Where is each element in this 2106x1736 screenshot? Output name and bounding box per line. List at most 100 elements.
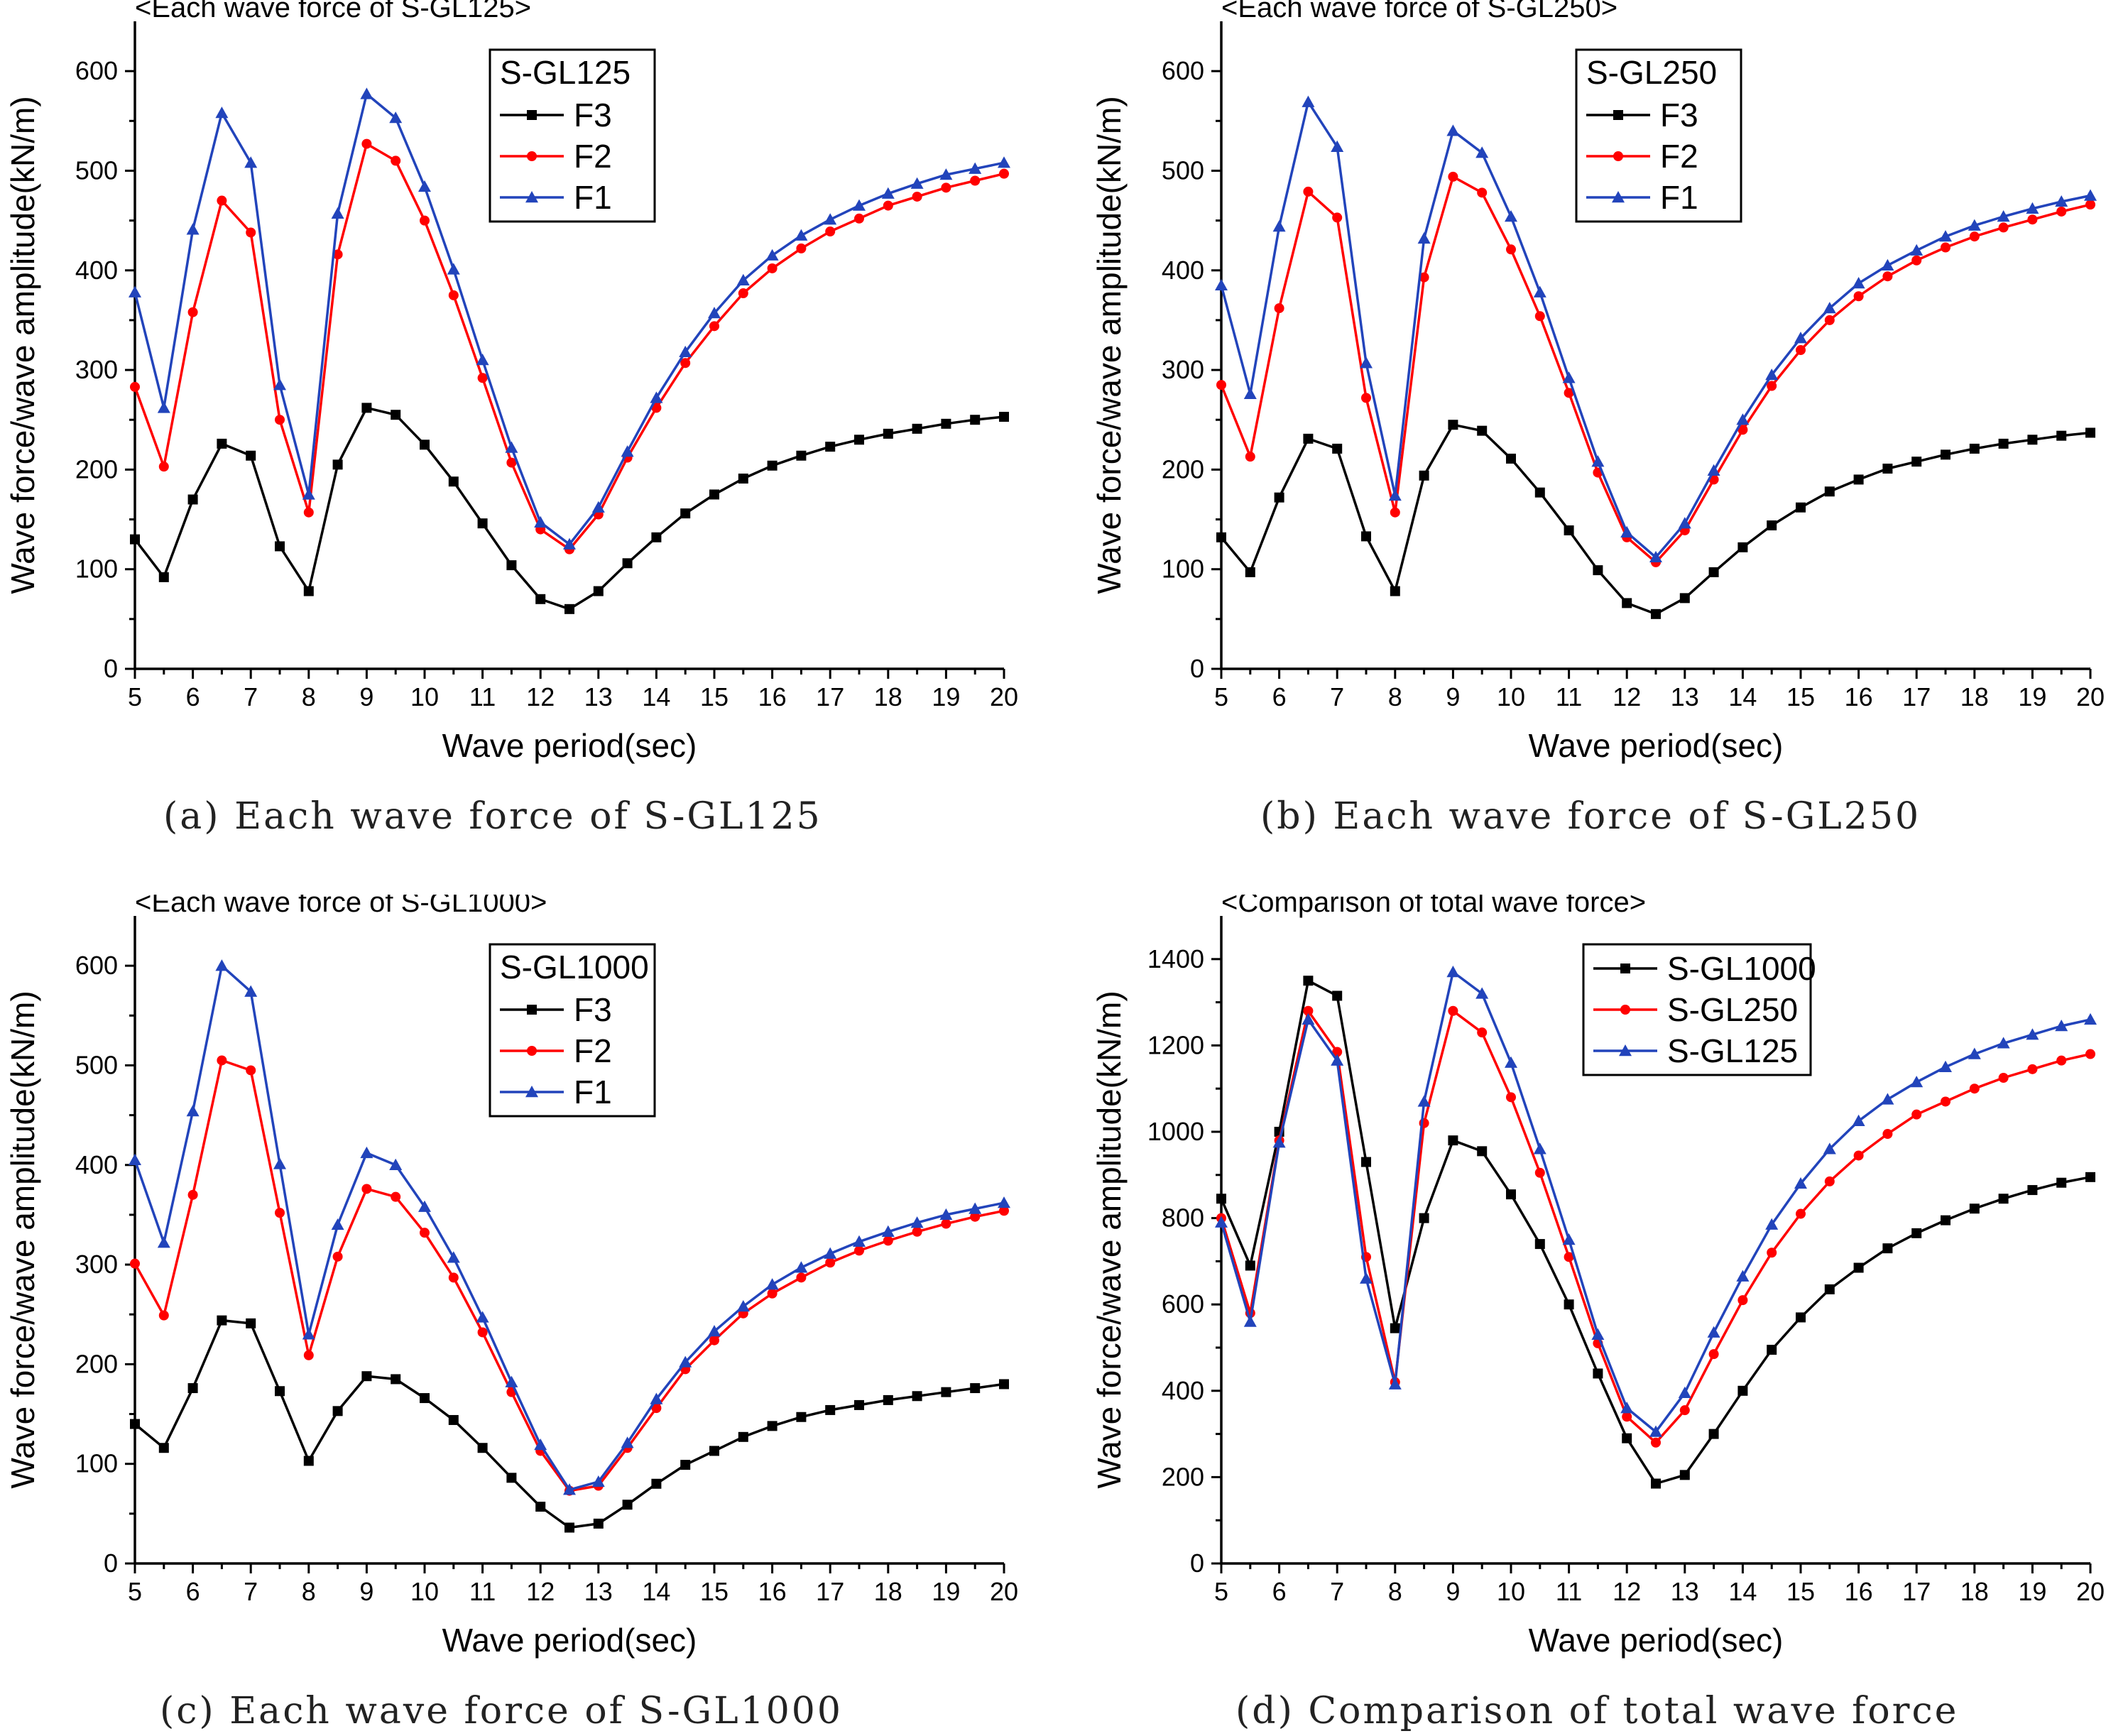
data-point — [1506, 244, 1516, 255]
y-tick-label: 600 — [1162, 1289, 1204, 1319]
data-point — [651, 403, 662, 413]
data-point — [941, 1218, 951, 1229]
y-tick-label: 200 — [1162, 454, 1204, 484]
chart-svg-d: <Comparison of total wave force> 5 6 7 8 9 10 1… — [1091, 895, 2105, 1659]
data-point — [1941, 449, 1950, 460]
data-point — [1708, 567, 1719, 577]
data-point — [1475, 987, 1489, 999]
data-point — [1533, 1142, 1546, 1154]
data-point — [1767, 1248, 1777, 1258]
data-point — [1708, 1429, 1719, 1439]
data-point — [1302, 1012, 1315, 1025]
data-point — [1477, 1146, 1488, 1157]
data-point — [679, 1355, 692, 1367]
data-point — [1506, 1189, 1516, 1200]
x-tick-label: 7 — [244, 1577, 258, 1606]
data-point — [1852, 277, 1865, 289]
data-point — [361, 138, 372, 149]
data-point — [1651, 1437, 1661, 1448]
data-point — [535, 594, 546, 604]
x-axis-title: Wave period(sec) — [1529, 727, 1784, 764]
data-point — [477, 518, 488, 529]
x-tick-label: 14 — [642, 1577, 670, 1606]
data-point — [1216, 1194, 1226, 1204]
data-point — [534, 515, 547, 528]
series-f1 — [129, 959, 1010, 1495]
data-point — [2056, 206, 2067, 217]
data-point — [1969, 443, 1980, 454]
x-tick-label: 12 — [526, 1577, 555, 1606]
data-point — [796, 1272, 807, 1283]
data-point — [447, 1251, 460, 1263]
data-point — [391, 410, 401, 420]
data-point — [2084, 1012, 2097, 1025]
caption-b: (b) Each wave force of S-GL250 — [1260, 795, 1921, 838]
series-f2 — [130, 1055, 1009, 1496]
x-tick-label: 17 — [816, 682, 844, 711]
chart-panel-d: <Comparison of total wave force> 5 6 7 8 9 10 1… — [1086, 895, 2106, 1676]
x-tick-label: 9 — [359, 1577, 373, 1606]
data-point — [970, 1383, 981, 1394]
data-point — [1446, 124, 1460, 136]
x-tick-label: 6 — [1272, 1577, 1287, 1606]
x-tick-label: 15 — [1786, 1577, 1815, 1606]
data-point — [448, 1272, 459, 1283]
data-point — [1824, 1176, 1835, 1186]
legend-label: F3 — [574, 991, 612, 1028]
data-point — [2055, 195, 2068, 207]
data-point — [824, 1247, 837, 1259]
data-point — [650, 391, 663, 403]
data-point — [535, 1502, 546, 1512]
x-tick-label: 5 — [1214, 682, 1228, 711]
data-point — [1622, 1412, 1632, 1422]
data-point — [158, 1310, 169, 1321]
data-point — [1562, 371, 1576, 383]
data-point — [217, 1315, 227, 1326]
data-point — [1622, 1433, 1632, 1443]
data-point — [1939, 230, 1952, 242]
data-point — [941, 182, 951, 193]
data-point — [332, 249, 343, 260]
data-point — [825, 1257, 836, 1268]
data-point — [2085, 1172, 2095, 1182]
data-point — [1534, 311, 1545, 322]
caption-d: (d) Comparison of total wave force — [1235, 1690, 1959, 1732]
data-point — [854, 435, 864, 445]
data-point — [853, 1235, 866, 1248]
legend-label: F1 — [574, 1074, 612, 1110]
data-point — [1997, 1037, 2010, 1049]
data-point — [187, 307, 198, 317]
data-point — [157, 1236, 170, 1248]
data-point — [361, 1371, 372, 1382]
data-point — [1823, 1142, 1836, 1154]
data-point — [1737, 1385, 1748, 1396]
series-s-gl1000 — [1216, 976, 2095, 1489]
data-point — [1651, 608, 1661, 619]
series-f3 — [130, 403, 1009, 614]
data-point — [564, 1522, 574, 1533]
series-f3 — [1216, 420, 2095, 619]
x-tick-label: 9 — [1446, 1577, 1460, 1606]
data-point — [332, 1251, 343, 1262]
data-point — [1707, 464, 1720, 476]
data-point — [1303, 1005, 1314, 1016]
data-point — [593, 1518, 604, 1529]
data-point — [506, 560, 517, 571]
data-point — [215, 107, 229, 119]
data-point — [591, 1475, 605, 1487]
data-point — [1331, 140, 1344, 152]
data-point — [912, 1226, 922, 1237]
x-tick-label: 11 — [1556, 682, 1582, 711]
data-point — [651, 1403, 662, 1414]
data-point — [1243, 1315, 1257, 1327]
chart-svg-b: <Each wave force of S-GL250> 5 6 7 8 9 10 11 12 1… — [1091, 0, 2105, 764]
data-point — [332, 1406, 343, 1416]
data-point — [418, 180, 431, 192]
data-point — [1911, 255, 1922, 266]
data-point — [505, 441, 518, 453]
y-tick-label: 600 — [1162, 56, 1204, 85]
data-point — [1274, 303, 1284, 314]
data-point — [391, 1191, 401, 1202]
x-tick-label: 5 — [1214, 1577, 1228, 1606]
data-point — [970, 415, 981, 425]
